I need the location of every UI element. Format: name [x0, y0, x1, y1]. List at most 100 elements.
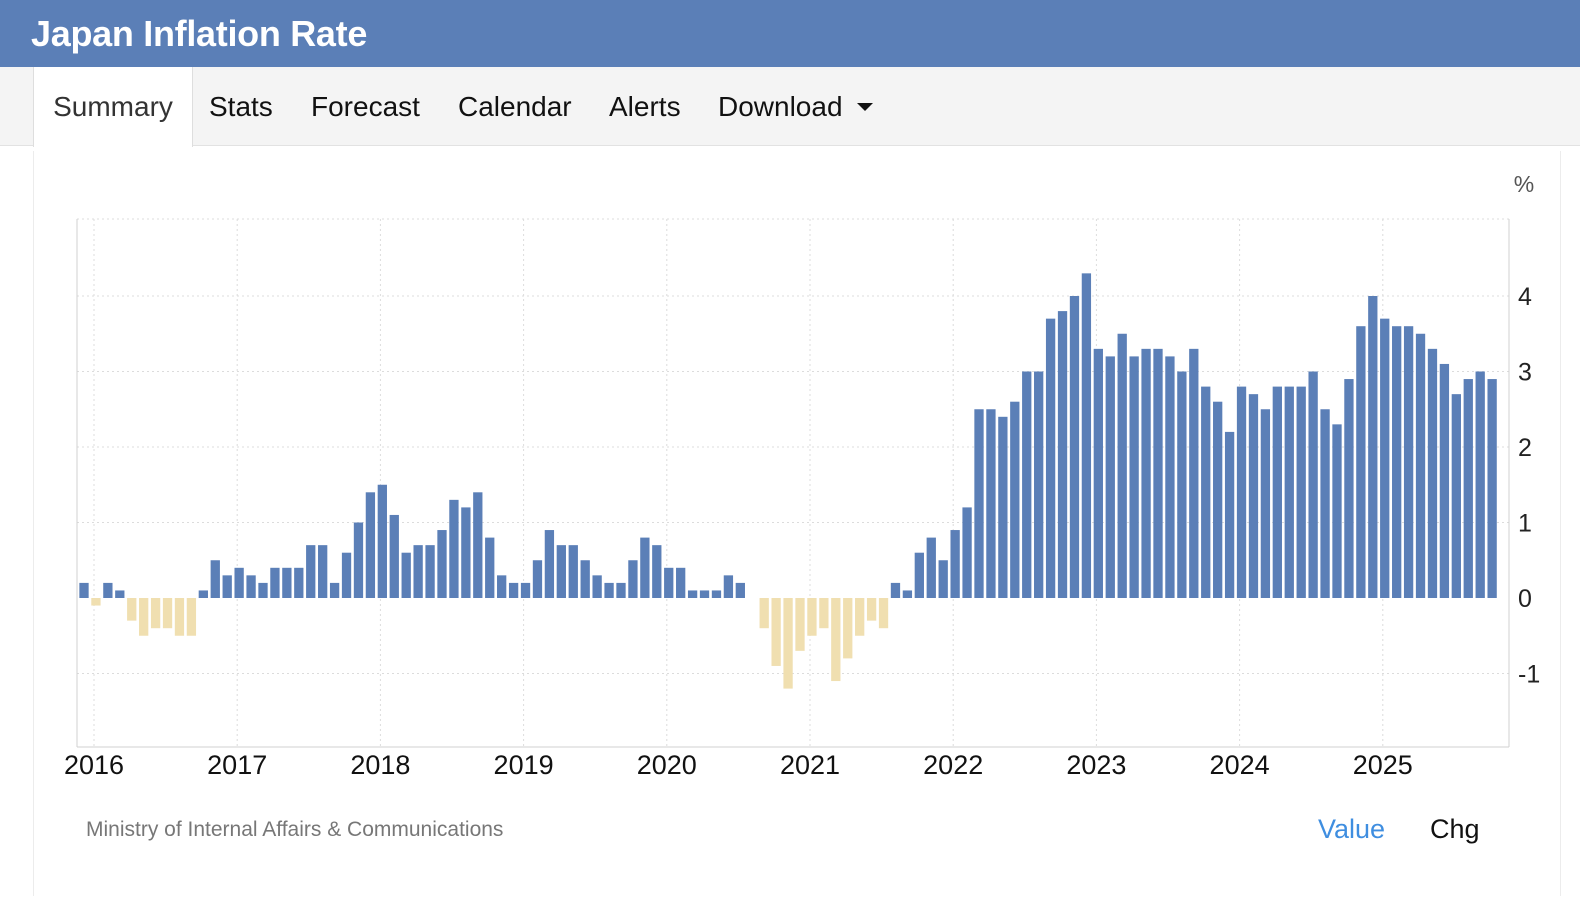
- chart-bar[interactable]: [878, 598, 889, 629]
- chart-bar[interactable]: [652, 545, 662, 598]
- chart-bar[interactable]: [461, 507, 471, 598]
- chart-bar[interactable]: [270, 567, 280, 598]
- chart-bar[interactable]: [1260, 409, 1271, 598]
- chart-bar[interactable]: [234, 567, 244, 598]
- chart-bar[interactable]: [890, 582, 901, 598]
- chart-bar[interactable]: [950, 530, 960, 598]
- chart-bar[interactable]: [831, 598, 841, 682]
- chart-bar[interactable]: [79, 582, 89, 598]
- chart-bar[interactable]: [604, 582, 614, 598]
- chart-bar[interactable]: [1129, 356, 1139, 598]
- chart-bar[interactable]: [318, 545, 328, 598]
- chart-bar[interactable]: [103, 582, 113, 598]
- chart-bar[interactable]: [341, 552, 352, 598]
- chart-bar[interactable]: [1177, 371, 1187, 599]
- chart-bar[interactable]: [127, 598, 137, 621]
- chart-bar[interactable]: [1093, 348, 1103, 598]
- chart-bar[interactable]: [353, 522, 364, 599]
- chart-bar[interactable]: [1415, 333, 1426, 598]
- chart-bar[interactable]: [365, 492, 376, 598]
- chart-bar[interactable]: [306, 545, 316, 598]
- chart-bar[interactable]: [986, 409, 996, 598]
- chart-bar[interactable]: [1010, 401, 1020, 598]
- chart-bar[interactable]: [771, 598, 781, 666]
- chart-bar[interactable]: [246, 575, 256, 598]
- chart-bar[interactable]: [139, 598, 149, 636]
- chart-bar[interactable]: [1332, 424, 1342, 598]
- chart-bar[interactable]: [1069, 296, 1080, 598]
- chart-bar[interactable]: [258, 582, 268, 598]
- chart-bar[interactable]: [437, 530, 447, 598]
- chart-bar[interactable]: [1105, 356, 1115, 598]
- chart-bar[interactable]: [222, 575, 232, 598]
- chart-bar[interactable]: [377, 484, 387, 598]
- chart-bar[interactable]: [938, 560, 948, 598]
- chart-bar[interactable]: [210, 560, 220, 598]
- chart-bar[interactable]: [294, 567, 304, 598]
- chart-bar[interactable]: [425, 545, 435, 598]
- chart-bar[interactable]: [1153, 348, 1163, 598]
- chart-bar[interactable]: [497, 575, 507, 598]
- chart-bar[interactable]: [1272, 386, 1282, 598]
- chart-bar[interactable]: [711, 590, 722, 598]
- chart-bar[interactable]: [1201, 386, 1211, 598]
- chart-bar[interactable]: [389, 514, 399, 598]
- chart-bar[interactable]: [1320, 409, 1330, 598]
- chart-bar[interactable]: [1463, 379, 1473, 598]
- chart-bar[interactable]: [926, 537, 936, 598]
- chart-bar[interactable]: [1034, 371, 1044, 599]
- chart-bar[interactable]: [687, 590, 698, 598]
- chart-bar[interactable]: [807, 598, 817, 636]
- chart-bar[interactable]: [998, 416, 1008, 598]
- chart-bar[interactable]: [282, 567, 292, 598]
- chart-bar[interactable]: [508, 582, 519, 598]
- chart-bar[interactable]: [974, 409, 984, 598]
- chart-bar[interactable]: [783, 598, 793, 689]
- chart-bar[interactable]: [640, 537, 650, 598]
- chart-bar[interactable]: [91, 598, 101, 606]
- chart-bar[interactable]: [449, 499, 459, 598]
- chart-bar[interactable]: [592, 575, 602, 598]
- chart-bar[interactable]: [616, 582, 626, 598]
- chart-bar[interactable]: [401, 552, 411, 598]
- chart-bar[interactable]: [1403, 326, 1414, 598]
- chart-bar[interactable]: [1081, 273, 1092, 598]
- chart-bar[interactable]: [1308, 371, 1318, 599]
- tab-forecast[interactable]: Forecast: [311, 67, 420, 145]
- chart-bar[interactable]: [1284, 386, 1294, 598]
- chart-bar[interactable]: [1117, 333, 1127, 598]
- chart-bar[interactable]: [1236, 386, 1247, 598]
- chart-bar[interactable]: [580, 560, 590, 598]
- chart-bar[interactable]: [532, 560, 543, 598]
- chart-bar[interactable]: [664, 567, 674, 598]
- chart-bar[interactable]: [1487, 379, 1497, 598]
- chart-bar[interactable]: [962, 507, 972, 598]
- chart-bar[interactable]: [1141, 348, 1151, 598]
- chart-bar[interactable]: [174, 598, 185, 636]
- chart-bar[interactable]: [473, 492, 483, 598]
- chg-toggle[interactable]: Chg: [1430, 814, 1480, 844]
- chart-bar[interactable]: [1392, 326, 1402, 598]
- chart-bar[interactable]: [162, 598, 173, 629]
- chart-bar[interactable]: [1189, 348, 1199, 598]
- chart-bar[interactable]: [1248, 394, 1259, 598]
- chart-bar[interactable]: [198, 590, 208, 598]
- chart-bar[interactable]: [1022, 371, 1032, 599]
- chart-bar[interactable]: [1296, 386, 1306, 598]
- chart-bar[interactable]: [150, 598, 161, 629]
- tab-summary[interactable]: Summary: [33, 67, 193, 147]
- chart-bar[interactable]: [914, 552, 924, 598]
- chart-bar[interactable]: [1045, 318, 1056, 598]
- chart-bar[interactable]: [1380, 318, 1390, 598]
- chart-bar[interactable]: [568, 545, 578, 598]
- tab-download[interactable]: Download: [718, 67, 873, 145]
- chart-bar[interactable]: [843, 598, 853, 659]
- chart-bar[interactable]: [413, 545, 423, 598]
- tab-stats[interactable]: Stats: [209, 67, 273, 145]
- chart-bar[interactable]: [186, 598, 197, 636]
- value-toggle[interactable]: Value: [1318, 814, 1386, 844]
- chart-bar[interactable]: [759, 598, 769, 629]
- chart-bar[interactable]: [556, 545, 566, 598]
- chart-bar[interactable]: [676, 567, 686, 598]
- chart-bar[interactable]: [735, 582, 745, 598]
